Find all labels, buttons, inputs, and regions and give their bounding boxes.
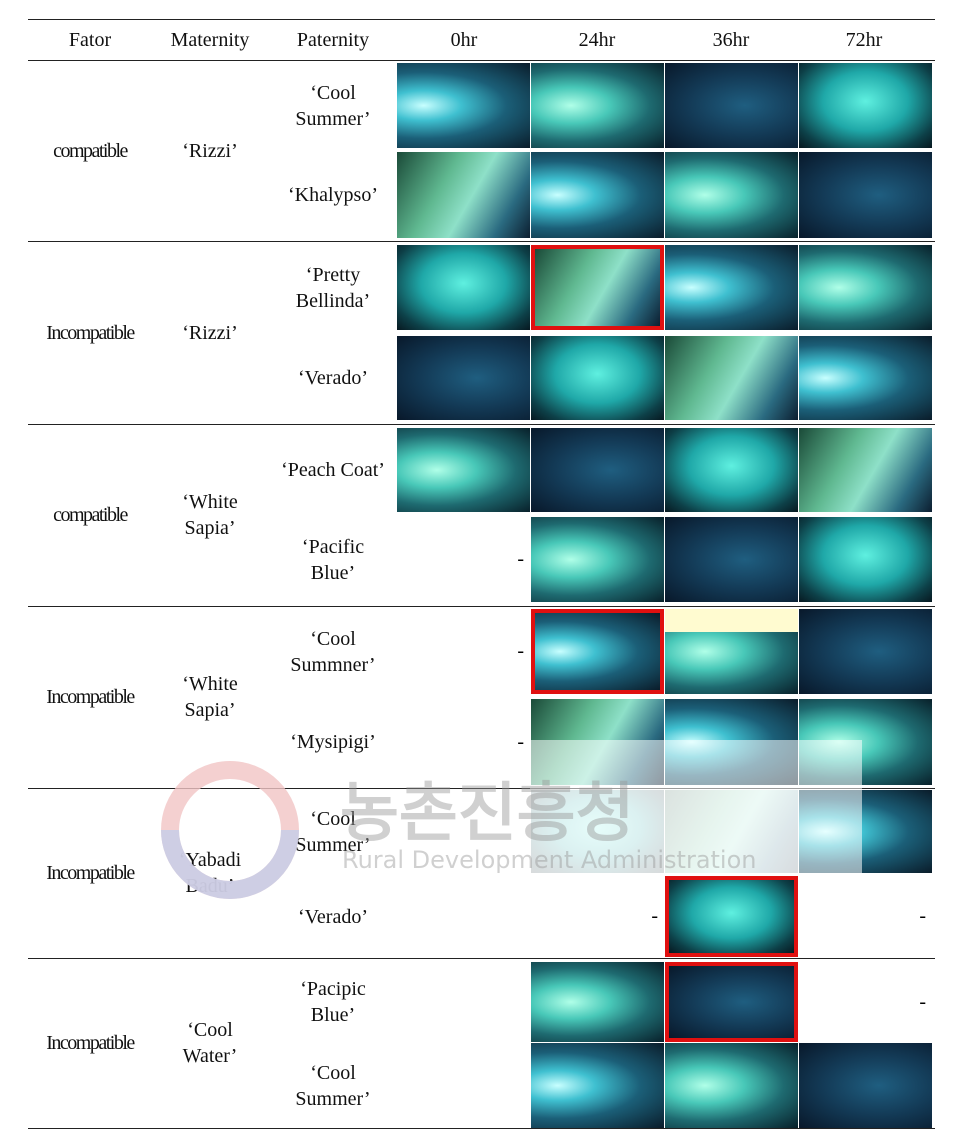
watermark-korean: 농촌진흥청	[340, 777, 635, 851]
micrograph	[397, 245, 530, 330]
header-cell: 72hr	[845, 29, 883, 51]
micrograph	[799, 245, 932, 330]
empty-cell: -	[517, 730, 524, 753]
fator-cell: compatible	[53, 504, 128, 526]
micrograph	[799, 517, 932, 602]
paternity-cell: ‘Cool Summner’	[290, 627, 376, 676]
micrograph	[531, 245, 664, 330]
header-cell: Fator	[68, 29, 112, 51]
table-rule	[28, 60, 935, 61]
paternity-cell: ‘Cool Summer’	[295, 1061, 371, 1110]
paternity-cell: ‘Mysipigi’	[290, 731, 376, 753]
micrograph	[799, 609, 932, 694]
micrograph	[799, 152, 932, 238]
empty-cell: -	[651, 905, 658, 927]
micrograph	[531, 1043, 664, 1128]
fator-cell: compatible	[53, 139, 128, 162]
paternity-cell: ‘Khalypso’	[288, 184, 378, 206]
micrograph	[531, 428, 664, 512]
paternity-cell: ‘Verado’	[298, 905, 368, 928]
maternity-cell: ‘Rizzi’	[182, 321, 238, 344]
micrograph	[799, 1043, 932, 1128]
micrograph	[397, 152, 530, 238]
paternity-cell: ‘Verado’	[298, 367, 368, 389]
maternity-cell: ‘White Sapia’	[182, 673, 238, 721]
paternity-cell: ‘Cool Summer’	[295, 81, 371, 130]
maternity-cell: ‘White Sapia’	[182, 491, 238, 539]
micrograph	[531, 336, 664, 420]
micrograph	[531, 517, 664, 602]
micrograph	[531, 962, 664, 1042]
micrograph	[665, 245, 798, 330]
micrograph	[665, 63, 798, 148]
micrograph	[397, 63, 530, 148]
paternity-cell: ‘Pretty Bellinda’	[295, 263, 371, 312]
empty-cell: -	[517, 640, 524, 662]
paternity-cell: ‘Pacipic Blue’	[300, 978, 366, 1026]
header-cell: 24hr	[578, 29, 616, 51]
micrograph	[531, 152, 664, 238]
micrograph	[799, 63, 932, 148]
micrograph	[665, 428, 798, 512]
empty-cell: -	[919, 905, 926, 927]
table-rule	[28, 19, 935, 20]
micrograph	[665, 1043, 798, 1128]
empty-cell: -	[517, 548, 524, 570]
watermark-logo	[161, 761, 299, 899]
table-rule	[28, 241, 935, 242]
maternity-cell: ‘Rizzi’	[182, 139, 238, 162]
micrograph	[665, 152, 798, 238]
paternity-cell: ‘Cool Summer’	[295, 807, 371, 856]
micrograph	[799, 428, 932, 512]
micrograph	[397, 428, 530, 512]
table-rule	[28, 606, 935, 607]
micrograph	[665, 876, 798, 957]
header-cell: Maternity	[170, 29, 250, 51]
highlight-strip	[665, 609, 798, 632]
micrograph	[665, 336, 798, 420]
paternity-cell: ‘Peach Coat’	[281, 459, 385, 481]
fator-cell: Incompatible	[46, 862, 135, 884]
table-rule	[28, 958, 935, 959]
micrograph	[665, 517, 798, 602]
table-rule	[28, 788, 935, 789]
fator-cell: Incompatible	[46, 1032, 135, 1054]
micrograph	[799, 336, 932, 420]
header-cell: 36hr	[712, 29, 750, 51]
fator-cell: Incompatible	[46, 686, 135, 708]
header-cell: 0hr	[450, 29, 478, 51]
micrograph	[531, 63, 664, 148]
table-rule	[28, 424, 935, 425]
table-rule	[28, 1128, 935, 1129]
empty-cell: -	[919, 990, 926, 1013]
micrograph	[397, 336, 530, 420]
micrograph	[665, 962, 798, 1042]
paternity-cell: ‘Pacific Blue’	[301, 535, 365, 584]
header-cell: Paternity	[296, 29, 370, 51]
fator-cell: Incompatible	[46, 321, 135, 344]
watermark-overlay	[530, 740, 862, 875]
micrograph	[531, 609, 664, 694]
maternity-cell: ‘Cool Water’	[182, 1019, 238, 1067]
watermark-english: Rural Development Administration	[342, 846, 757, 874]
